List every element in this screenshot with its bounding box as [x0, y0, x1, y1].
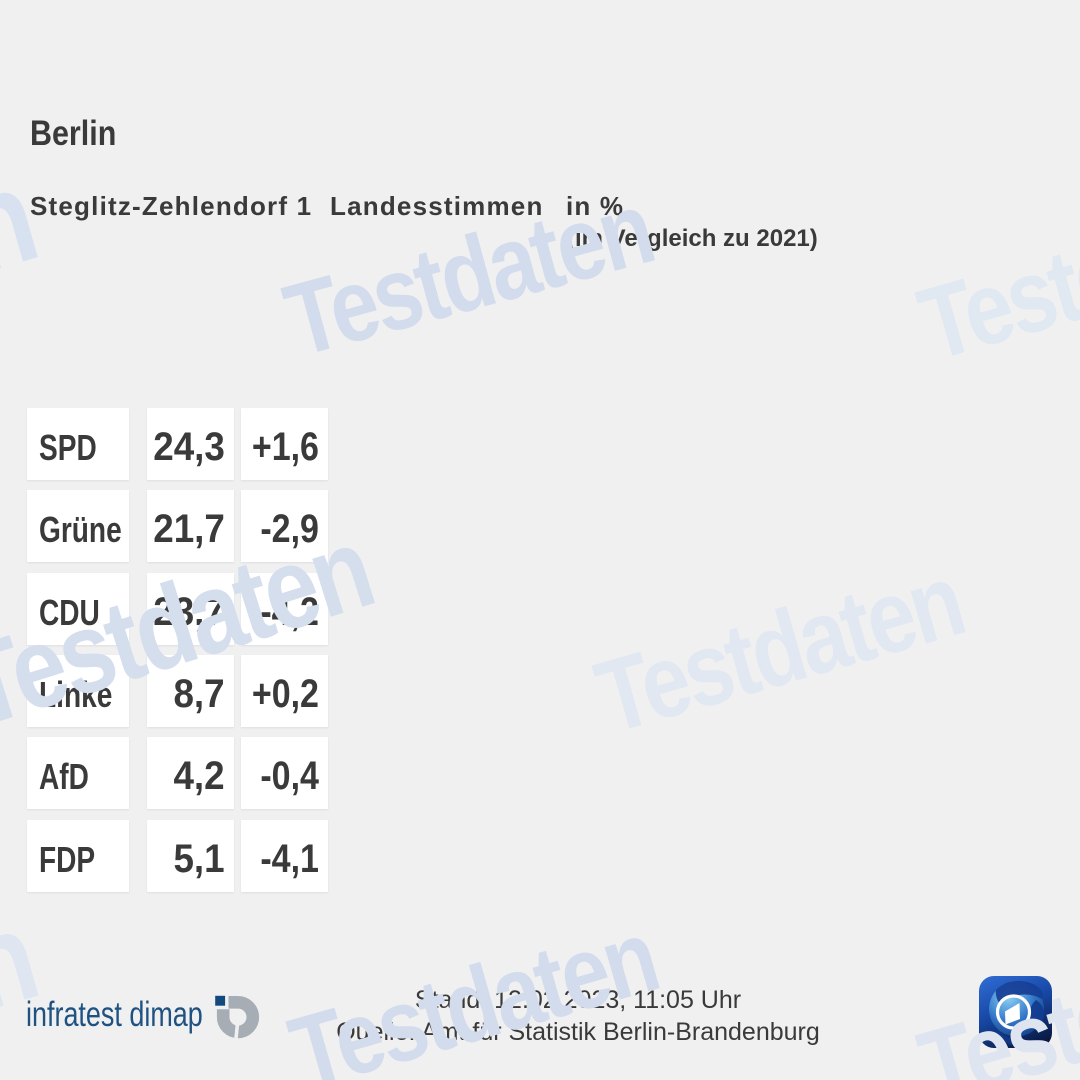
svg-text:Testdaten: Testdaten: [279, 899, 668, 1080]
svg-text:Testdaten: Testdaten: [0, 503, 385, 752]
svg-text:Testdaten: Testdaten: [908, 913, 1080, 1080]
svg-text:Testdaten: Testdaten: [0, 142, 49, 419]
svg-text:Testdaten: Testdaten: [274, 171, 663, 379]
svg-text:Testdaten: Testdaten: [0, 884, 49, 1080]
svg-text:Testdaten: Testdaten: [908, 170, 1080, 383]
svg-text:Testdaten: Testdaten: [585, 543, 974, 756]
